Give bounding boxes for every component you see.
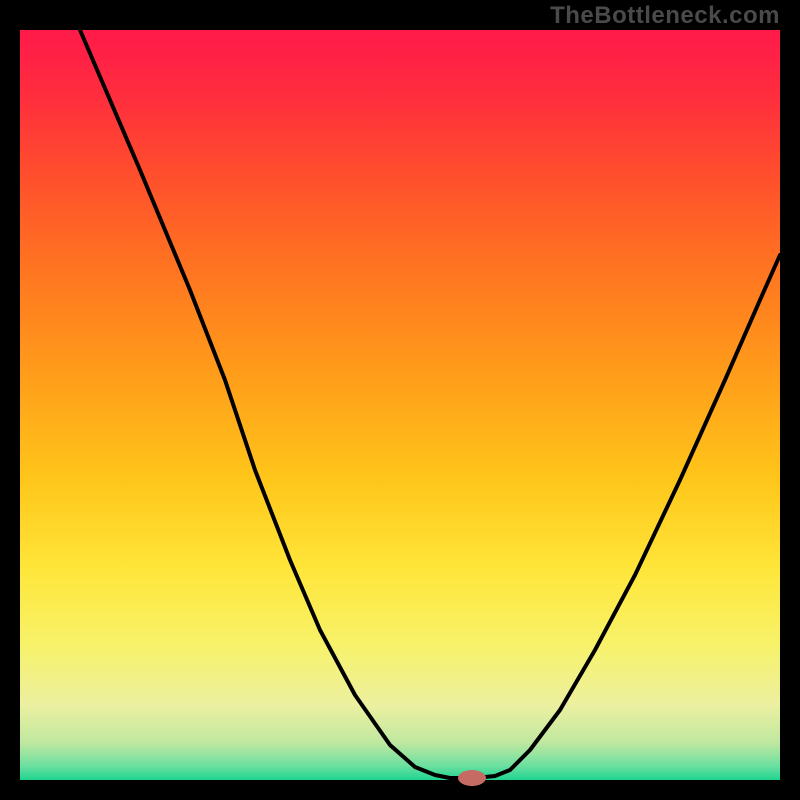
plot-background [20, 30, 780, 780]
bottleneck-chart [0, 0, 800, 800]
optimal-marker [458, 770, 486, 786]
chart-frame: TheBottleneck.com [0, 0, 800, 800]
watermark-label: TheBottleneck.com [550, 2, 780, 30]
